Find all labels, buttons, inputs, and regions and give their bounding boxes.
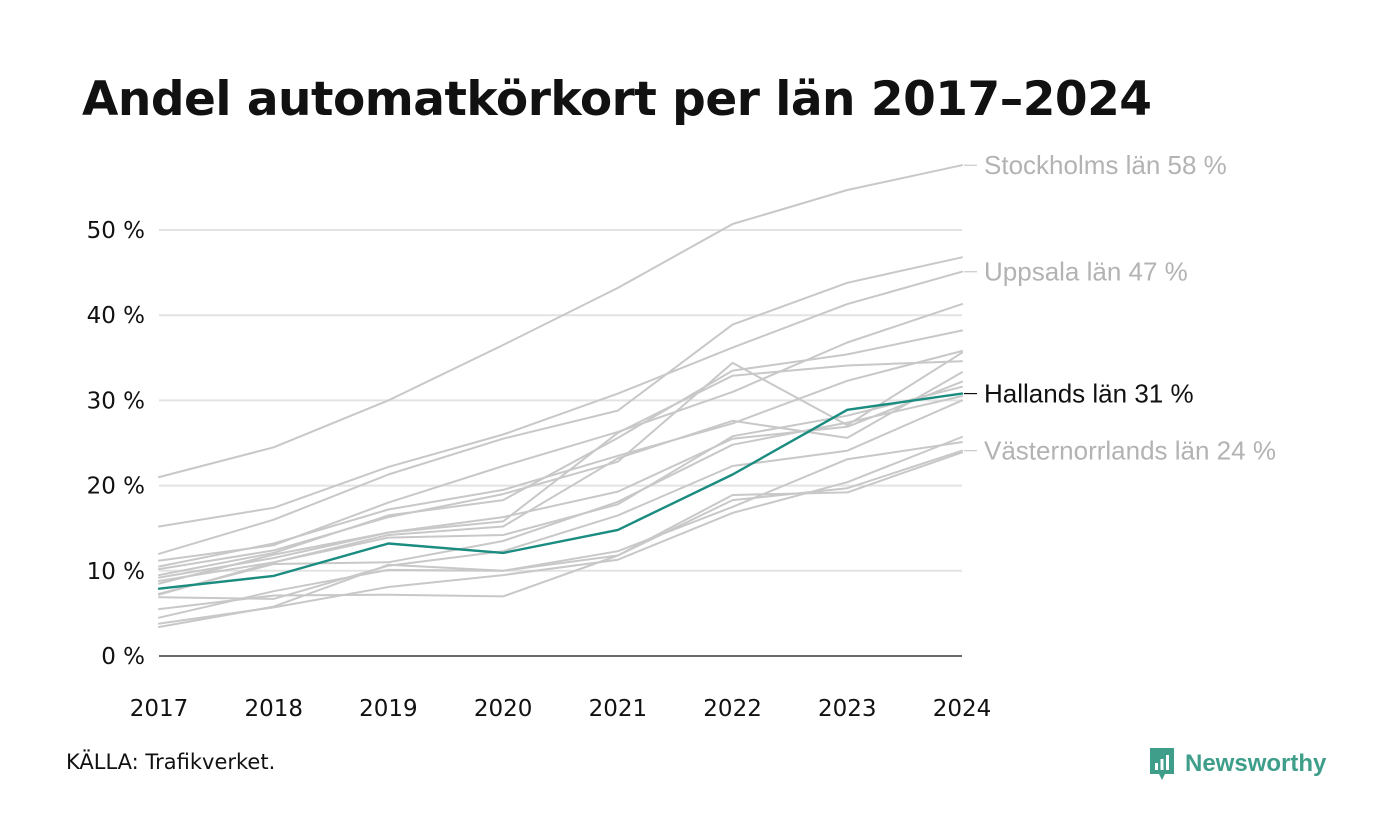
y-tick-label: 0 % xyxy=(101,644,145,670)
x-tick-label: 2023 xyxy=(818,696,877,722)
series-line xyxy=(158,329,963,577)
series-line xyxy=(158,380,963,585)
x-tick-label: 2020 xyxy=(474,696,533,722)
series-lines xyxy=(157,164,964,628)
end-label: Stockholms län 58 % xyxy=(984,150,1227,180)
y-tick-label: 30 % xyxy=(87,388,145,414)
series-line xyxy=(158,449,963,611)
y-tick-label: 40 % xyxy=(87,303,145,329)
x-tick-label: 2018 xyxy=(244,696,303,722)
series-line xyxy=(158,395,963,595)
end-label: Hallands län 31 % xyxy=(984,379,1194,409)
grid-lines xyxy=(159,229,962,657)
end-label: Uppsala län 47 % xyxy=(984,257,1188,287)
y-axis-ticks: 0 % 10 % 20 % 30 % 40 % 50 % xyxy=(87,218,145,670)
y-tick-label: 20 % xyxy=(87,474,145,500)
chart-title: Andel automatkörkort per län 2017–2024 xyxy=(82,72,1152,127)
end-labels: Stockholms län 58 % Uppsala län 47 % Halla… xyxy=(964,150,1276,466)
x-tick-label: 2024 xyxy=(933,696,992,722)
series-line xyxy=(158,451,963,628)
x-tick-label: 2021 xyxy=(589,696,648,722)
brand-logo: Newsworthy xyxy=(1148,744,1326,784)
source-note: KÄLLA: Trafikverket. xyxy=(66,750,276,774)
series-line xyxy=(158,385,963,596)
x-axis-ticks: 2017 2018 2019 2020 2021 2022 2023 2024 xyxy=(130,696,992,722)
series-line xyxy=(158,350,963,568)
series-line xyxy=(158,164,963,479)
y-tick-label: 10 % xyxy=(87,559,145,585)
series-line xyxy=(158,436,963,625)
end-label: Västernorrlands län 24 % xyxy=(984,436,1276,466)
x-tick-label: 2017 xyxy=(130,696,189,722)
newsworthy-logo-icon xyxy=(1150,748,1174,780)
y-tick-label: 50 % xyxy=(87,218,145,244)
x-tick-label: 2022 xyxy=(703,696,762,722)
series-line xyxy=(158,256,963,555)
series-line xyxy=(158,360,963,579)
series-line xyxy=(158,441,963,619)
series-line-highlight xyxy=(157,392,964,590)
series-line xyxy=(158,270,963,528)
x-tick-label: 2019 xyxy=(359,696,418,722)
brand-name: Newsworthy xyxy=(1185,750,1327,777)
series-line xyxy=(158,399,963,600)
